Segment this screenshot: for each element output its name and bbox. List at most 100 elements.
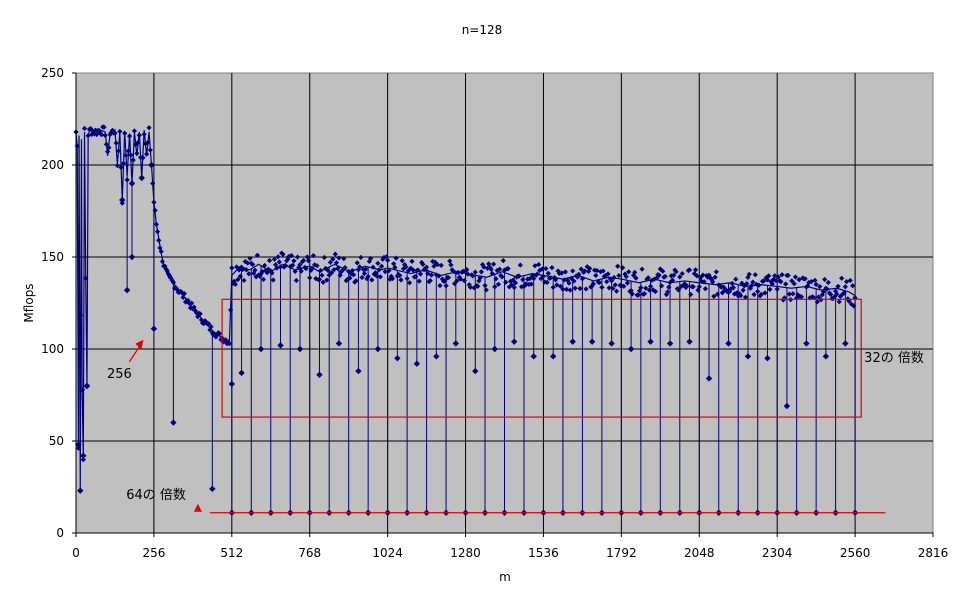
series-point [652, 288, 659, 295]
series-point [253, 274, 259, 280]
series-point [202, 318, 208, 324]
spike-point [530, 353, 537, 360]
series-point [494, 267, 500, 274]
series-point [428, 272, 435, 278]
series-point [607, 276, 614, 282]
spike-point [666, 340, 674, 347]
series-point [235, 276, 241, 283]
series-point [686, 267, 693, 273]
series-point [174, 286, 180, 292]
series-point [102, 132, 108, 138]
series-point [301, 257, 307, 264]
series-point [562, 269, 568, 275]
series-point [344, 276, 351, 282]
series-point [118, 164, 124, 171]
series-point [280, 251, 286, 258]
y-tick-label: 100 [41, 342, 64, 356]
series-point [632, 269, 638, 275]
series-point [604, 279, 610, 285]
series-point [557, 283, 564, 289]
series-point [763, 275, 769, 281]
series-point [538, 276, 544, 282]
series-point [363, 266, 369, 272]
spike-point [316, 371, 323, 378]
series-point [330, 256, 336, 262]
series-point [516, 273, 522, 279]
series-point [817, 283, 823, 290]
series-point [718, 284, 724, 290]
spike-point [588, 338, 596, 345]
series-point [499, 274, 505, 280]
spike-point [822, 353, 830, 360]
y-tick-label: 200 [41, 158, 64, 172]
series-point [458, 276, 464, 282]
series-point [796, 276, 802, 283]
series-point [610, 285, 616, 292]
series-point [449, 267, 455, 273]
series-point [260, 276, 267, 283]
series-point [144, 151, 150, 157]
series-point [712, 274, 718, 280]
series-point [633, 275, 639, 281]
series-point [650, 287, 656, 293]
series-point [145, 139, 151, 146]
series-point [590, 281, 596, 287]
series-point [75, 445, 82, 451]
series-point [578, 266, 584, 272]
series-point [705, 274, 711, 280]
series-point [567, 287, 573, 293]
series-point [830, 295, 836, 302]
series-point [116, 148, 122, 154]
series-point [671, 272, 677, 278]
series-point [375, 260, 381, 266]
series-point [679, 270, 685, 277]
series-point [714, 291, 721, 297]
series-point [643, 285, 649, 291]
series-point [728, 286, 734, 292]
series-point [189, 300, 195, 306]
x-tick-label: 1792 [606, 546, 637, 560]
series-point [544, 279, 550, 285]
series-point [180, 294, 186, 300]
annotation-64-marker [193, 503, 202, 512]
x-tick-label: 2048 [684, 546, 715, 560]
x-tick-label: 256 [142, 546, 165, 560]
series-point [165, 271, 172, 277]
series-point [773, 278, 779, 284]
series-point [114, 162, 120, 169]
series-point [226, 341, 232, 347]
series-point [464, 267, 470, 273]
series-point [568, 275, 575, 281]
x-tick-label: 512 [220, 546, 243, 560]
series-point [120, 160, 127, 167]
series-point [775, 274, 781, 280]
series-point [382, 269, 388, 275]
series-point [613, 288, 620, 294]
series-point [195, 314, 201, 320]
spike-point [77, 487, 84, 494]
series-point [554, 282, 560, 288]
series-point [626, 269, 632, 275]
series-point [789, 278, 795, 284]
series-point [314, 263, 320, 269]
series-point [488, 266, 494, 272]
series-point [731, 291, 738, 297]
series-point [677, 274, 683, 280]
series-point [472, 269, 478, 275]
spike-point [608, 340, 615, 347]
series-point [146, 125, 152, 131]
series-point [304, 254, 310, 260]
series-point [150, 180, 156, 187]
series-point [241, 277, 247, 283]
series-point [645, 275, 651, 281]
series-point [517, 262, 523, 268]
spike-point [209, 485, 216, 493]
series-point [850, 283, 856, 289]
series-point [80, 456, 86, 463]
series-point [462, 268, 469, 274]
spike-point [238, 369, 245, 377]
series-point [420, 261, 426, 267]
series-point [497, 266, 503, 272]
series-point [553, 277, 559, 283]
series-point [813, 281, 819, 288]
